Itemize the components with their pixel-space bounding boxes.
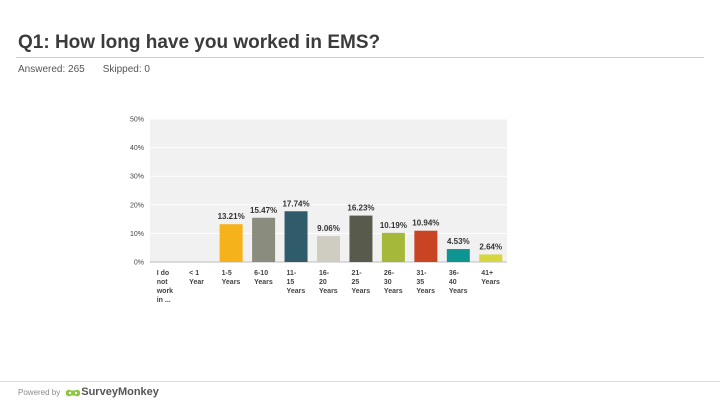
bar [479, 254, 503, 262]
x-tick-label: 6-10 [254, 270, 268, 277]
x-tick-label: work [156, 288, 173, 295]
data-label: 2.64% [479, 242, 502, 251]
surveymonkey-logo[interactable]: SurveyMonkey [65, 386, 159, 398]
question-title: Q1: How long have you worked in EMS? [18, 32, 381, 53]
footer: Powered by SurveyMonkey [18, 386, 159, 398]
data-label: 17.74% [282, 199, 309, 208]
y-tick-label: 0% [134, 260, 144, 267]
y-tick-label: 40% [130, 145, 144, 152]
x-tick-label: 30 [384, 279, 392, 286]
bar [317, 236, 340, 262]
skipped-count: Skipped: 0 [102, 64, 150, 75]
data-label: 15.47% [250, 206, 277, 215]
x-tick-label: 40 [449, 279, 457, 286]
x-tick-label: in ... [157, 297, 171, 304]
bar [284, 211, 308, 262]
x-tick-label: 1-5 [222, 270, 232, 277]
x-tick-label: Years [351, 288, 370, 295]
bar [381, 232, 405, 262]
x-tick-label: Years [481, 279, 500, 286]
x-tick-label: Year [189, 279, 204, 286]
x-tick-label: 20 [319, 279, 327, 286]
y-tick-label: 10% [130, 231, 144, 238]
x-tick-label: 31- [416, 270, 427, 277]
y-tick-label: 50% [130, 117, 144, 124]
bar [446, 249, 470, 262]
x-tick-label: 16- [319, 270, 330, 277]
data-label: 16.23% [347, 204, 374, 213]
x-tick-label: 36- [449, 270, 460, 277]
response-stats: Answered: 265 Skipped: 0 [18, 64, 150, 75]
data-label: 13.21% [218, 212, 245, 221]
title-divider [16, 57, 704, 58]
x-tick-label: I do [157, 270, 169, 277]
powered-by-label: Powered by [18, 387, 61, 397]
answered-count: Answered: 265 [18, 64, 85, 75]
data-label: 10.94% [412, 219, 439, 228]
brand-name: SurveyMonkey [81, 386, 159, 398]
x-tick-label: Years [319, 288, 338, 295]
x-tick-label: Years [416, 288, 435, 295]
x-tick-label: 41+ [481, 270, 493, 277]
bar [414, 230, 438, 262]
x-tick-label: 35 [416, 279, 424, 286]
data-label: 9.06% [317, 224, 340, 233]
y-tick-label: 20% [130, 202, 144, 209]
bar [349, 215, 373, 262]
monkey-icon [65, 389, 81, 396]
x-tick-label: Years [222, 279, 241, 286]
data-label: 4.53% [447, 237, 470, 246]
x-tick-label: < 1 [189, 270, 199, 277]
data-label: 10.19% [380, 221, 407, 230]
bar [252, 217, 276, 262]
x-tick-label: Years [254, 279, 273, 286]
x-tick-label: 11- [287, 270, 297, 277]
bar [219, 224, 243, 262]
footer-divider [0, 381, 720, 382]
x-tick-label: Years [384, 288, 403, 295]
x-tick-label: Years [449, 288, 468, 295]
x-tick-label: 21- [351, 270, 362, 277]
y-tick-label: 30% [130, 174, 144, 181]
x-tick-label: Years [287, 288, 306, 295]
x-tick-label: 26- [384, 270, 395, 277]
x-tick-label: 25 [351, 279, 359, 286]
x-tick-label: not [157, 279, 169, 286]
x-tick-label: 15 [287, 279, 295, 286]
